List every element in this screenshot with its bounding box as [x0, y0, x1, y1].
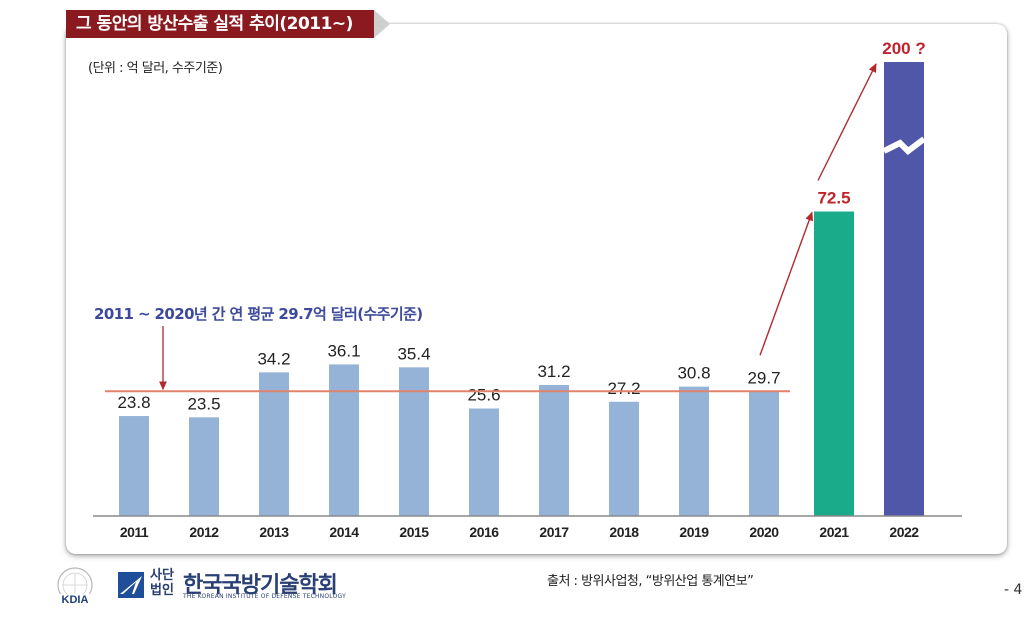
- value-label-2018: 27.2: [607, 379, 640, 398]
- value-label-2017: 31.2: [537, 362, 570, 381]
- bar-2022: [884, 62, 924, 516]
- value-label-2012: 23.5: [187, 394, 220, 413]
- bar-2016: [469, 408, 499, 516]
- tick-label-2020: 2020: [749, 524, 779, 540]
- bar-2017: [539, 384, 569, 516]
- tick-label-2011: 2011: [120, 524, 149, 540]
- tick-label-2021: 2021: [819, 524, 849, 540]
- society-prefix-text: 사단 법인: [150, 568, 174, 598]
- bar-chart: 23.8 23.5 34.2 36.1 35.4 25.6 31.2 27.2 30.8 29.7…: [93, 39, 962, 540]
- growth-arrow-2021: [759, 211, 814, 356]
- society-name: 한국국방기술학회: [183, 573, 338, 598]
- bar-2013: [259, 372, 289, 516]
- tick-label-2012: 2012: [189, 524, 219, 540]
- tick-label-2018: 2018: [609, 524, 639, 540]
- tick-label-2015: 2015: [399, 524, 429, 540]
- svg-text:KDIA: KDIA: [62, 594, 89, 606]
- value-label-2013: 34.2: [257, 349, 290, 368]
- tick-label-2014: 2014: [329, 524, 359, 540]
- society-prefix: 사단 법인: [150, 568, 174, 598]
- bar-2018: [609, 401, 639, 516]
- source-note: 출처 : 방위사업청, “방위산업 통계연보”: [547, 574, 754, 589]
- value-label-2011: 23.8: [117, 393, 150, 412]
- kdia-logo: KDIA: [56, 567, 94, 606]
- value-label-2020: 29.7: [747, 368, 780, 387]
- tick-label-2013: 2013: [259, 524, 289, 540]
- bar-2015: [399, 367, 429, 516]
- value-label-2019: 30.8: [677, 364, 710, 383]
- bar-2014: [329, 364, 359, 516]
- value-label-2016: 25.6: [467, 385, 500, 404]
- title-tab-decoration: [374, 10, 390, 38]
- value-label-2014: 36.1: [327, 341, 360, 360]
- value-label-2021: 72.5: [817, 189, 850, 208]
- tick-label-2016: 2016: [469, 524, 499, 540]
- bar-2021: [814, 211, 854, 516]
- unit-note: (단위 : 억 달러, 수주기준): [88, 61, 223, 76]
- bar-2019: [679, 386, 709, 516]
- tick-label-2022: 2022: [889, 524, 919, 540]
- bar-2012: [189, 417, 219, 516]
- axis-break-mark: [882, 136, 926, 155]
- value-label-2022: 200 ?: [882, 39, 925, 58]
- kidt-emblem: [118, 572, 144, 598]
- page-number: - 4: [1004, 582, 1023, 598]
- page-title: 그 동안의 방산수출 실적 추이(2011~): [66, 10, 374, 38]
- tick-label-2019: 2019: [679, 524, 709, 540]
- bar-2020: [749, 391, 779, 516]
- tick-label-2017: 2017: [539, 524, 569, 540]
- society-english-name: THE KOREAN INSTITUTE OF DEFENSE TECHNOLO…: [183, 593, 346, 600]
- average-note: 2011 ~ 2020년 간 연 평균 29.7억 달러(수주기준): [94, 305, 423, 323]
- growth-arrow-2022: [817, 63, 877, 181]
- bar-2011: [119, 416, 149, 516]
- value-label-2015: 35.4: [397, 344, 430, 363]
